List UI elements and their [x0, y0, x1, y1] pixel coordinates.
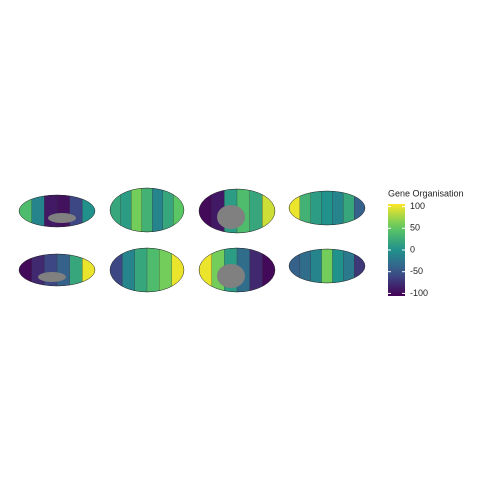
brain-region — [299, 249, 312, 283]
brain-region — [69, 254, 83, 286]
brain-region — [343, 191, 355, 225]
brain-region — [310, 249, 323, 283]
colorbar-tick-label: 0 — [410, 244, 415, 254]
brain-outline — [288, 248, 366, 284]
brain-region — [343, 249, 355, 283]
brain-region — [299, 191, 312, 225]
brain-region — [31, 254, 45, 286]
brain-region — [152, 188, 164, 232]
brain-region — [120, 188, 132, 232]
brain-region — [146, 248, 160, 292]
colorbar-tick-label: 50 — [410, 223, 420, 233]
brain-region — [353, 191, 365, 225]
brain-region — [332, 191, 344, 225]
brain-region — [69, 195, 83, 227]
brain-view — [289, 191, 365, 225]
brain-region — [159, 248, 173, 292]
brain-region — [310, 191, 323, 225]
brain-region — [130, 188, 143, 232]
legend-title: Gene Organisation — [388, 188, 464, 198]
brain-region — [289, 249, 301, 283]
brain-outline — [198, 188, 276, 234]
brain-outline — [288, 190, 366, 226]
brain-region — [122, 248, 136, 292]
medial-wall — [217, 205, 245, 229]
brain-outline — [18, 194, 96, 228]
colorbar-tick-label: -50 — [410, 266, 423, 276]
brain-region — [249, 248, 263, 292]
colorbar-tick-label: -100 — [410, 288, 428, 298]
brain-region — [134, 248, 148, 292]
medial-wall — [217, 264, 245, 288]
brain-region — [289, 191, 301, 225]
brain-region — [353, 249, 365, 283]
brain-region — [141, 188, 153, 232]
brain-region — [321, 249, 334, 283]
brain-region — [249, 189, 263, 233]
colorbar-tick-label: 100 — [410, 201, 425, 211]
brain-view — [110, 188, 184, 232]
brain-region — [332, 249, 344, 283]
brain-outline — [18, 253, 96, 287]
brain-view — [289, 249, 365, 283]
medial-wall — [38, 272, 66, 282]
brain-region — [162, 188, 175, 232]
brain-outline — [109, 187, 185, 233]
brain-region — [110, 188, 122, 232]
brain-region — [321, 191, 334, 225]
colorbar — [388, 204, 405, 296]
brain-outline — [109, 247, 185, 293]
brain-region — [31, 195, 45, 227]
medial-wall — [48, 213, 76, 223]
brain-region — [173, 188, 184, 232]
brain-outline — [198, 247, 276, 293]
